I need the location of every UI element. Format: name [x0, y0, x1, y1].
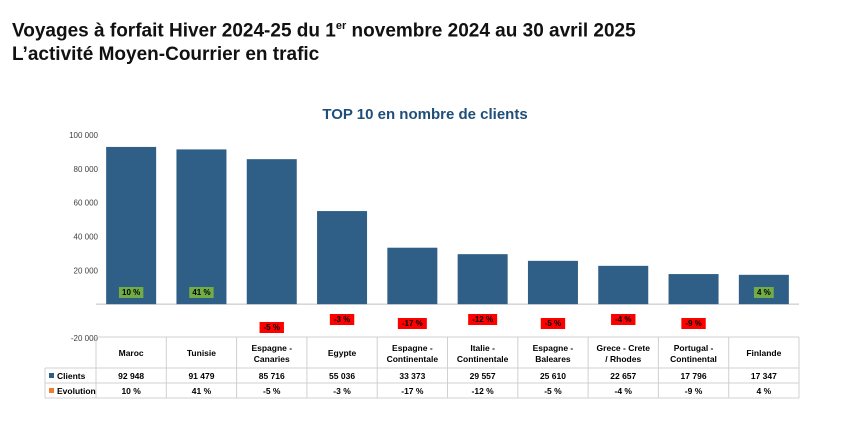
table-cell: -5 %	[263, 386, 281, 396]
bar-clients	[598, 265, 649, 305]
y-tick-label: 80 000	[74, 165, 99, 174]
evolution-badge	[189, 287, 214, 298]
page-title: Voyages à forfait Hiver 2024-25 du 1er n…	[12, 14, 636, 67]
y-tick-label: -20 000	[71, 334, 99, 343]
legend-label: Clients	[57, 371, 86, 381]
table-cell: 10 %	[121, 386, 141, 396]
table-cell: -4 %	[615, 386, 633, 396]
category-label: Grece - Crete / Rhodes	[597, 343, 651, 364]
evolution-badge-label: 4 %	[757, 288, 771, 297]
category-label: Tunisie	[187, 348, 216, 358]
table-cell: -9 %	[685, 386, 703, 396]
table-cell: -17 %	[401, 386, 424, 396]
bar-clients	[106, 146, 157, 305]
table-cell: 85 716	[259, 371, 285, 381]
evolution-badge	[118, 287, 144, 298]
evolution-badge	[540, 318, 566, 329]
table-cell: 25 610	[540, 371, 566, 381]
bar-clients	[387, 247, 438, 305]
evolution-badge-label: -4 %	[615, 315, 631, 324]
category-label: Espagne -Baleares	[533, 343, 574, 364]
bar-clients	[527, 260, 578, 305]
evolution-badge	[397, 318, 427, 329]
y-tick-label: 60 000	[74, 199, 99, 208]
evolution-badge-label: 10 %	[122, 288, 140, 297]
legend-key	[49, 388, 54, 393]
category-label: Espagne -Canaries	[251, 343, 292, 364]
evolution-badge	[329, 314, 355, 325]
evolution-badge	[753, 287, 774, 298]
title-line: Voyages à forfait Hiver 2024-25 du 1er n…	[12, 20, 636, 42]
table-cell: -5 %	[544, 386, 562, 396]
bar-clients	[176, 149, 227, 305]
evolution-badge-label: -9 %	[685, 319, 701, 328]
data-table: Maroc Tunisie Espagne -Canaries Egypte Espag…	[44, 336, 800, 399]
evolution-badge-label: -12 %	[472, 315, 493, 324]
y-tick-label: 40 000	[74, 233, 99, 242]
category-label: Finlande	[746, 348, 781, 358]
y-tick-label: 20 000	[74, 266, 99, 275]
table-cell: 33 373	[399, 371, 425, 381]
bars: 10 % 41 % -5 % -3 % -17 % -12 % -5 % -4 % -9 % 4 …	[106, 146, 789, 333]
category-label: Maroc	[119, 348, 144, 358]
table-cell: 22 657	[610, 371, 636, 381]
category-label: Espagne -Continentale	[387, 343, 439, 364]
evolution-badge-label: -5 %	[264, 323, 280, 332]
evolution-badge-label: -3 %	[334, 315, 350, 324]
evolution-badge	[611, 314, 636, 325]
table-cell: 41 %	[192, 386, 212, 396]
table-cell: 92 948	[118, 371, 144, 381]
table-cell: 55 036	[329, 371, 355, 381]
table-cell: 29 557	[470, 371, 496, 381]
evolution-badge	[681, 318, 706, 329]
bar-clients	[317, 211, 368, 305]
evolution-badge-label: -17 %	[402, 319, 423, 328]
bar-clients	[668, 274, 719, 305]
category-label: Italie -Continentale	[457, 343, 509, 364]
evolution-badge-label: 41 %	[192, 288, 210, 297]
legend-label: Evolution	[57, 386, 96, 396]
table-cell: 91 479	[188, 371, 214, 381]
chart-title: TOP 10 en nombre de clients	[322, 106, 527, 123]
table-cell: 17 796	[681, 371, 707, 381]
legend-key	[49, 373, 54, 378]
subtitle-line: L’activité Moyen-Courrier en trafic	[12, 44, 320, 66]
y-tick-label: 100 000	[69, 131, 98, 140]
table-cell: -12 %	[472, 386, 495, 396]
category-label: Egypte	[328, 348, 357, 358]
evolution-badge	[468, 314, 498, 325]
evolution-badge	[259, 322, 284, 333]
table-cell: 17 347	[751, 371, 777, 381]
bar-clients	[457, 254, 508, 305]
evolution-badge-label: -5 %	[545, 319, 561, 328]
category-label: Portugal -Continental	[670, 343, 717, 364]
table-cell: -3 %	[333, 386, 351, 396]
bar-clients	[246, 159, 297, 305]
table-cell: 4 %	[757, 386, 772, 396]
